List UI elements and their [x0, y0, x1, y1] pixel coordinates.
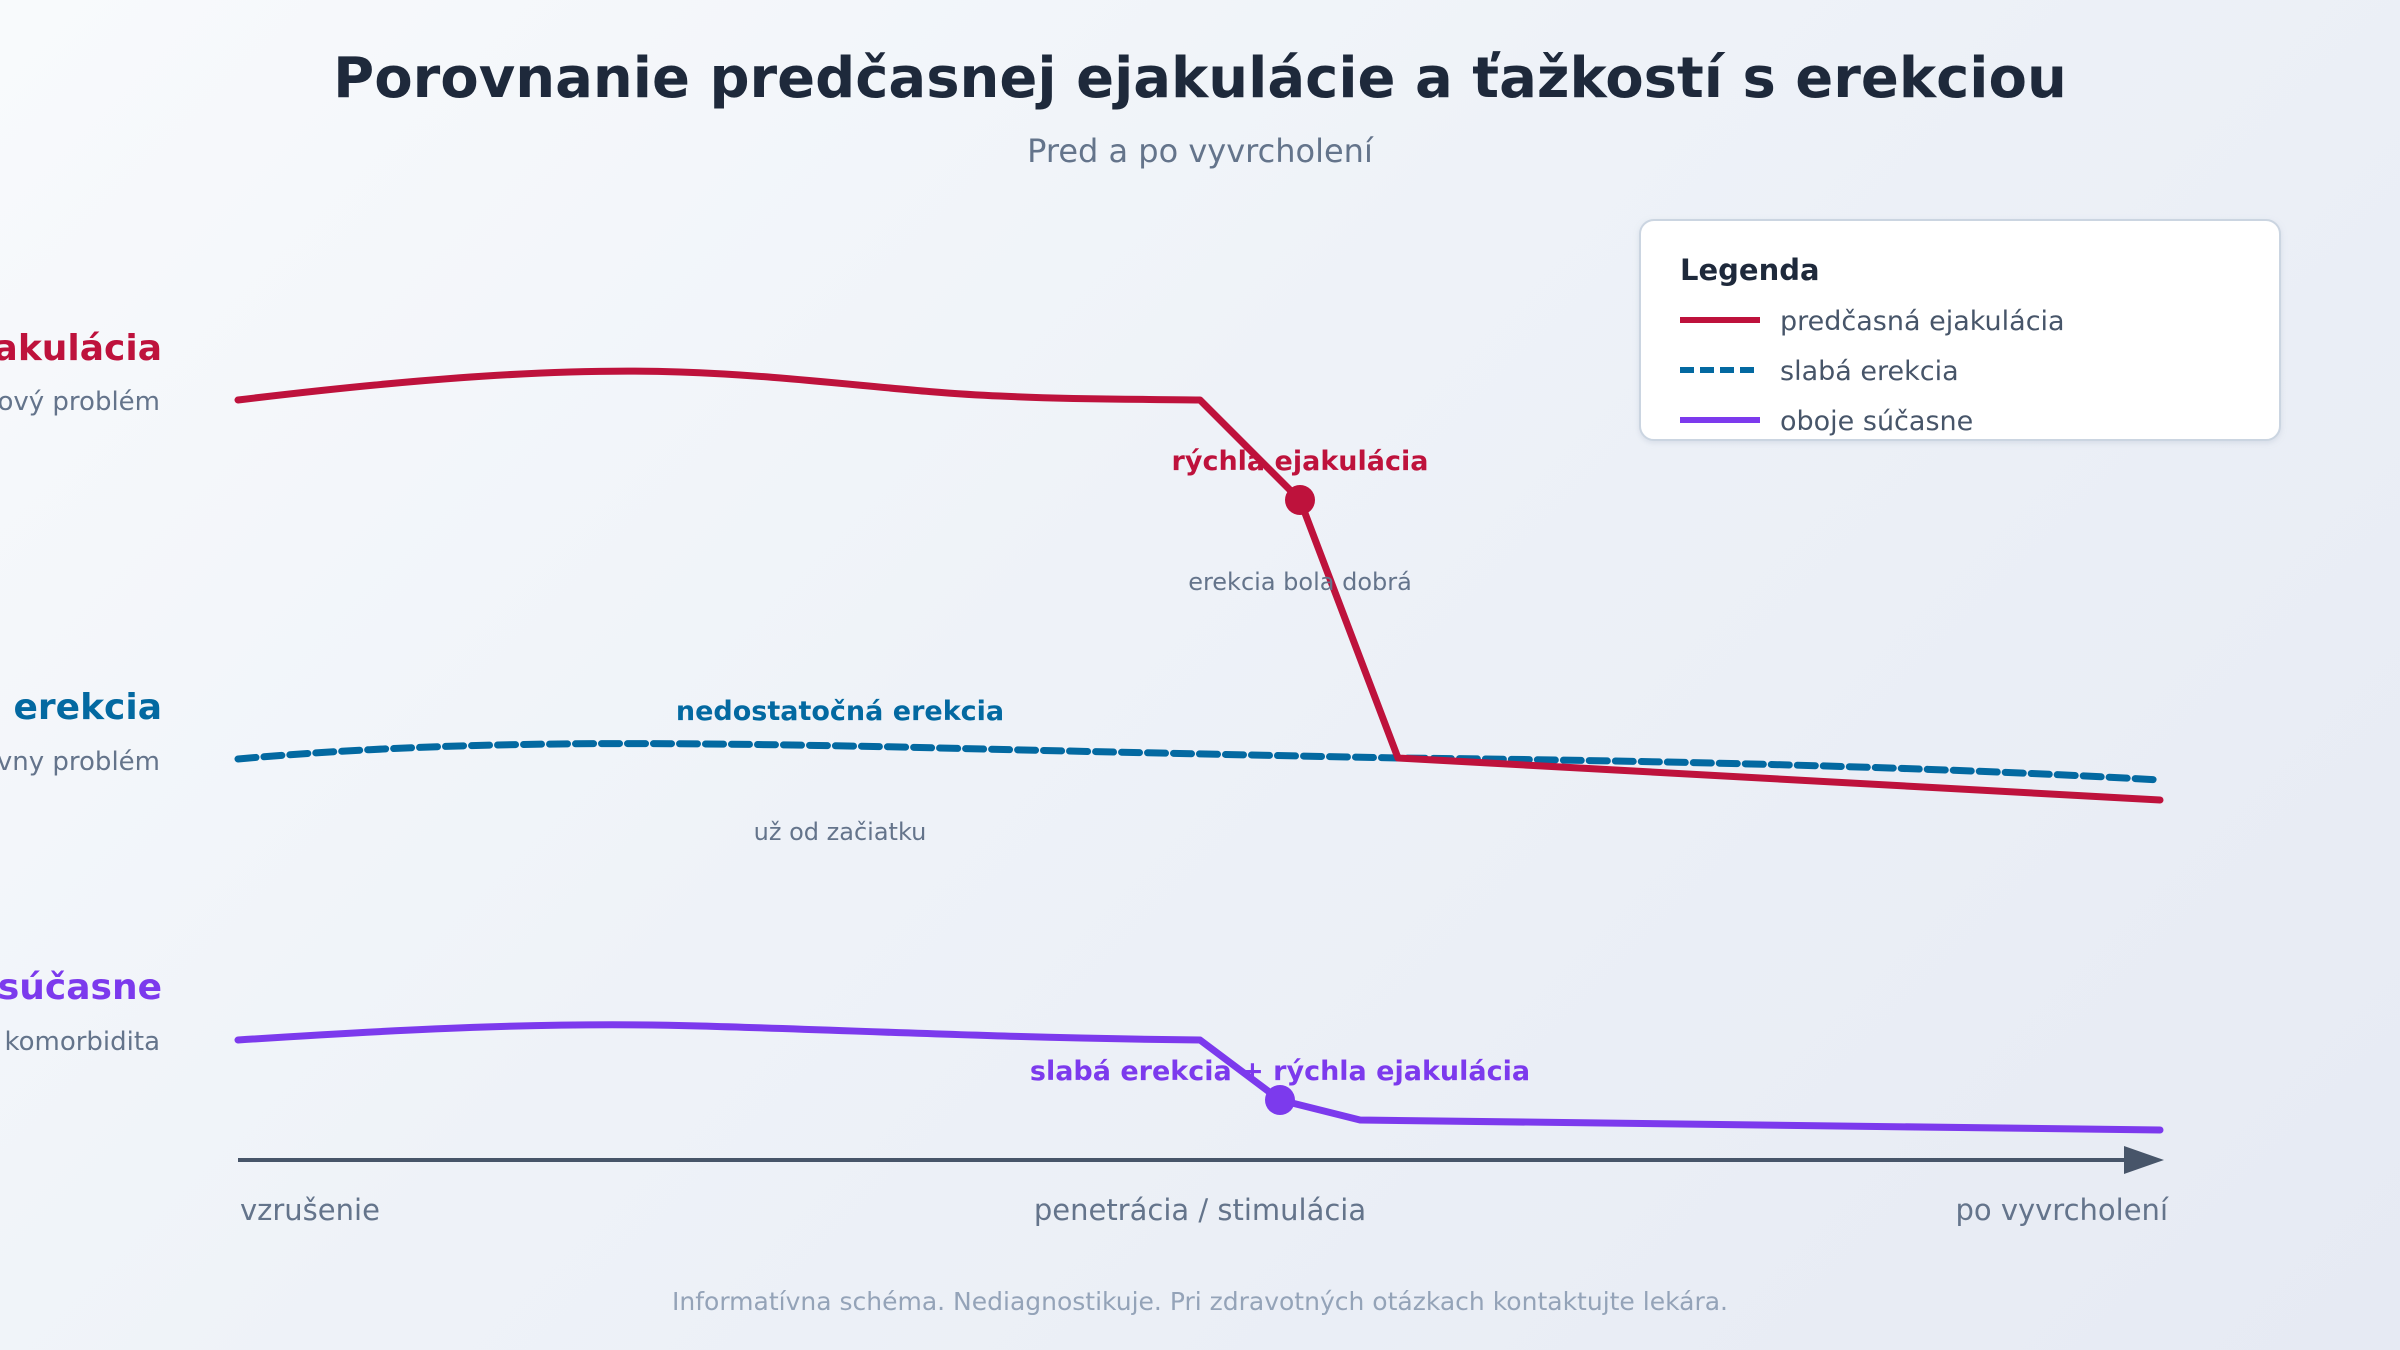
axis-arrow-icon [2124, 1146, 2164, 1174]
legend-label-both: oboje súčasne [1780, 406, 1973, 437]
curve-both [234, 1021, 2164, 1134]
legend-title: Legenda [1680, 253, 1820, 287]
row-sublabel-both: komorbidita [4, 1027, 160, 1057]
annotation-both-main: slabá erekcia + rýchla ejakulácia [1030, 1056, 1530, 1087]
time-axis: vzrušenie penetrácia / stimulácia po vyv… [238, 1146, 2169, 1227]
annotation-pe-sub: erekcia bola dobrá [1188, 568, 1412, 596]
legend-label-pe: predčasná ejakulácia [1780, 306, 2065, 337]
pe-marker [1285, 485, 1315, 515]
row-sublabel-pe: ový problém [0, 387, 160, 417]
axis-label-end: po vyvrcholení [1955, 1193, 2168, 1227]
legend: Legenda predčasná ejakulácia slabá erekc… [1639, 219, 2281, 441]
both-marker [1265, 1085, 1295, 1115]
curve-weak-erection [234, 740, 2164, 784]
footer-disclaimer: Informatívna schéma. Nediagnostikuje. Pr… [672, 1287, 1728, 1316]
legend-label-ed: slabá erekcia [1780, 356, 1959, 387]
row-sublabel-ed: vny problém [0, 747, 160, 777]
axis-label-start: vzrušenie [240, 1193, 380, 1227]
annotation-pe-main: rýchla ejakulácia [1172, 446, 1429, 477]
page-title: Porovnanie predčasnej ejakulácie a ťažko… [333, 46, 2067, 111]
axis-label-middle: penetrácia / stimulácia [1034, 1193, 1366, 1227]
row-label-ed: erekcia [14, 687, 163, 728]
legend-box [1639, 219, 2281, 441]
page-subtitle: Pred a po vyvrcholení [1027, 132, 1374, 170]
annotation-ed-sub: už od začiatku [754, 818, 927, 846]
row-labels: akulácia ový problém erekcia vny problém… [0, 328, 162, 1057]
row-label-pe: akulácia [0, 328, 162, 369]
curve-premature-ejaculation [234, 367, 2164, 804]
row-label-both: súčasne [0, 967, 162, 1008]
annotation-ed-main: nedostatočná erekcia [676, 696, 1004, 727]
